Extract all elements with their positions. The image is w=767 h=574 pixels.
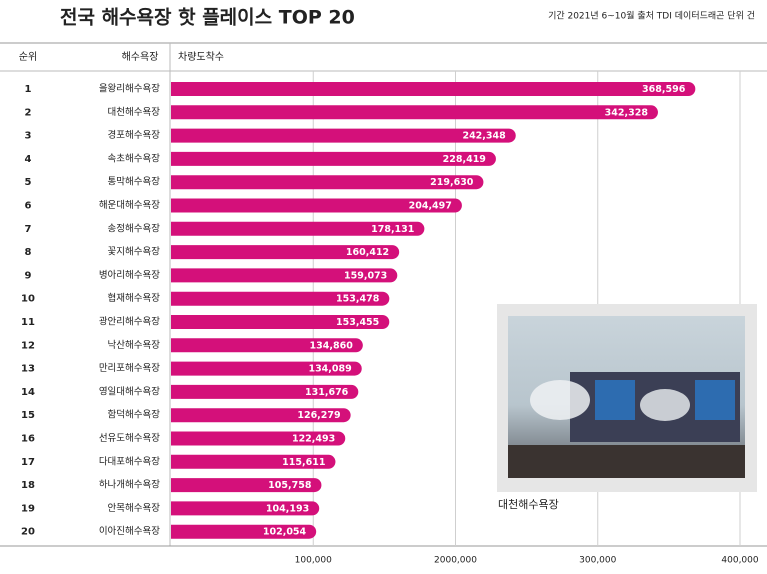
value-label: 134,860: [310, 340, 354, 351]
y-tick-label: 대천해수욕장: [108, 106, 161, 118]
y-tick-label: 경포해수욕장: [108, 129, 161, 141]
value-label: 228,419: [443, 154, 486, 165]
bar: [171, 384, 359, 399]
y-tick-label: 송정해수욕장: [108, 222, 161, 234]
bar: [171, 175, 484, 190]
rank: 11: [21, 317, 35, 328]
rank: 18: [21, 480, 35, 491]
bar: [171, 315, 390, 329]
bar: [171, 105, 658, 120]
rank: 2: [25, 107, 32, 118]
bar: [171, 408, 351, 423]
value-label: 131,676: [305, 387, 349, 398]
value-label: 178,131: [371, 224, 414, 235]
value-label: 159,073: [344, 270, 387, 281]
rank: 10: [21, 294, 35, 305]
bar: [171, 291, 390, 306]
rank: 17: [21, 457, 35, 468]
bar: [171, 431, 346, 446]
y-tick-label: 하나개해수욕장: [99, 479, 160, 491]
bar: [171, 151, 496, 166]
bar: [171, 338, 363, 353]
rank: 9: [25, 270, 32, 281]
y-tick-label: 광안리해수욕장: [99, 316, 160, 328]
value-label: 153,455: [336, 317, 379, 328]
y-tick-label: 함덕해수욕장: [108, 409, 161, 421]
header: 순위: [19, 50, 37, 63]
x-tick-label: 300,000: [579, 556, 616, 566]
rank: 1: [25, 84, 32, 95]
bar: [171, 221, 425, 236]
rank: 12: [21, 340, 35, 351]
y-tick-label: 을왕리해수욕장: [99, 83, 160, 95]
y-tick-label: 병아리해수욕장: [99, 269, 160, 281]
photo-screen: [595, 380, 635, 420]
bar: [171, 198, 462, 213]
rank: 6: [25, 201, 32, 212]
bar: [171, 478, 322, 493]
value-label: 342,328: [605, 107, 649, 118]
y-tick-label: 다대포해수욕장: [99, 455, 160, 467]
rank: 20: [21, 527, 35, 538]
chart-title: 전국 해수욕장 핫 플레이스 TOP 20: [60, 7, 355, 29]
x-tick-label: 2000,000: [434, 556, 477, 566]
y-tick-label: 낙산해수욕장: [108, 339, 161, 351]
bar: [171, 268, 398, 283]
rank: 7: [25, 224, 32, 235]
rank: 5: [25, 177, 32, 188]
y-tick-label: 꽃지해수욕장: [108, 246, 161, 258]
rank: 14: [21, 387, 35, 398]
x-tick-label: 100,000: [295, 556, 332, 566]
value-label: 102,054: [263, 527, 307, 538]
header: 해수욕장: [122, 50, 159, 63]
y-tick-label: 속초해수욕장: [108, 152, 161, 164]
photo-smoke: [530, 380, 590, 420]
y-tick-label: 안목해수욕장: [108, 502, 161, 514]
photo-crowd: [508, 445, 745, 478]
rank: 19: [21, 503, 35, 514]
x-tick-label: 400,000: [721, 556, 758, 566]
rank: 4: [25, 154, 32, 165]
bar: [171, 128, 516, 143]
value-label: 204,497: [409, 201, 452, 212]
bar: [171, 501, 320, 516]
value-label: 219,630: [430, 177, 474, 188]
bar: [171, 524, 317, 539]
value-label: 126,279: [297, 410, 340, 421]
y-tick-label: 통막해수욕장: [108, 176, 161, 188]
photo-caption: 대천해수욕장: [498, 497, 559, 511]
rank: 13: [21, 364, 35, 375]
value-label: 115,611: [282, 457, 325, 468]
photo-screen: [695, 380, 735, 420]
y-tick-label: 협재해수욕장: [108, 292, 161, 304]
value-label: 368,596: [642, 84, 686, 95]
bar: [171, 454, 336, 469]
y-tick-label: 영일대해수욕장: [99, 385, 160, 397]
source: 기간 2021년 6~10월 출처 TDI 데이터드래곤 단위 건: [548, 10, 755, 22]
rank: 8: [25, 247, 32, 258]
value-label: 153,478: [336, 294, 380, 305]
y-tick-label: 만리포해수욕장: [99, 362, 160, 374]
value-label: 104,193: [266, 503, 309, 514]
bar: [171, 82, 696, 96]
bar: [171, 361, 362, 376]
rank: 15: [21, 410, 35, 421]
value-label: 242,348: [462, 131, 506, 142]
value-label: 160,412: [346, 247, 389, 258]
header: 차량도착수: [178, 51, 224, 63]
value-label: 105,758: [268, 480, 312, 491]
photo-smoke: [640, 389, 690, 421]
bar: [171, 245, 400, 260]
photo: [497, 304, 757, 492]
y-tick-label: 해운대해수욕장: [99, 199, 160, 211]
rank: 16: [21, 434, 35, 445]
rank: 3: [25, 131, 32, 142]
y-tick-label: 이아진해수욕장: [99, 525, 160, 537]
value-label: 122,493: [292, 434, 335, 445]
value-label: 134,089: [308, 364, 351, 375]
y-tick-label: 선유도해수욕장: [99, 432, 160, 444]
